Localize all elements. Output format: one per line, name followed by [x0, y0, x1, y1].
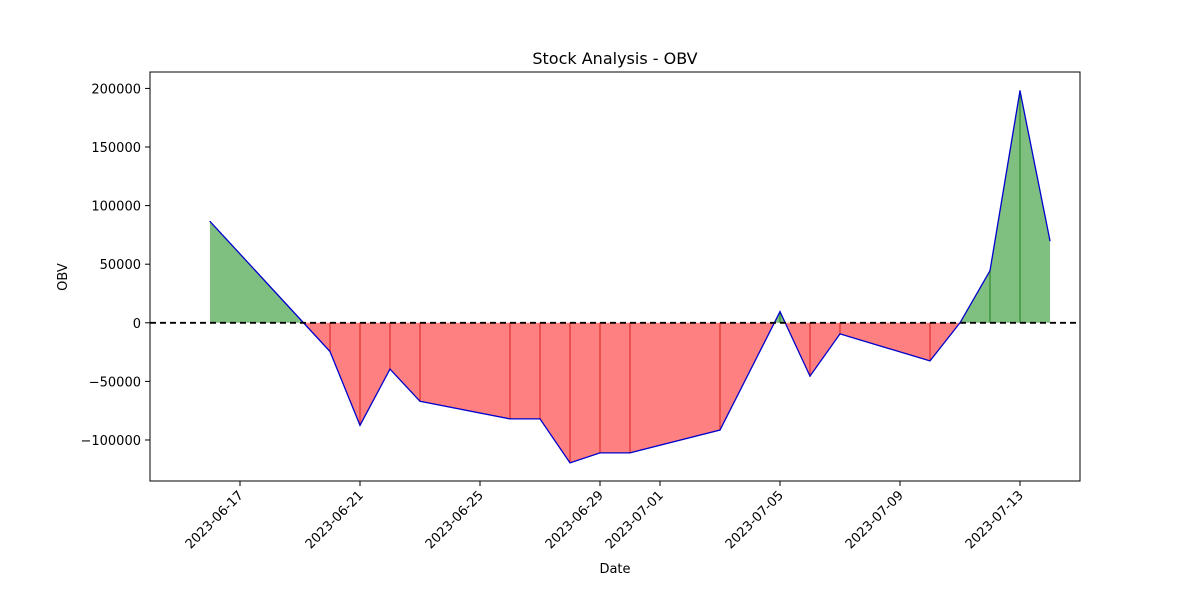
positive-fill-area	[1020, 90, 1050, 323]
y-axis: −100000 −50000 0 50000 100000 150000 200000	[80, 82, 150, 449]
data-points	[209, 90, 1051, 464]
x-axis: 2023-06-17 2023-06-21 2023-06-25 2023-06-29…	[183, 481, 1027, 552]
negative-fill-area	[810, 322, 840, 377]
data-point	[599, 452, 601, 454]
x-tick-label: 2023-06-29	[543, 488, 607, 552]
data-point	[779, 311, 781, 313]
x-tick-label: 2023-07-05	[723, 488, 787, 552]
negative-fill-area	[420, 322, 510, 419]
data-point	[359, 424, 361, 426]
x-tick-label: 2023-06-17	[183, 488, 247, 552]
data-point	[839, 333, 841, 335]
negative-fill-area	[330, 322, 360, 426]
x-tick-label: 2023-07-09	[843, 488, 907, 552]
negative-fill-area	[570, 322, 600, 463]
x-tick-label: 2023-07-01	[603, 488, 667, 552]
data-point	[209, 220, 211, 223]
negative-fill-area	[390, 322, 420, 402]
y-tick-label: 150000	[91, 141, 141, 156]
y-tick-label: 100000	[91, 200, 141, 215]
negative-fill-area	[360, 322, 390, 426]
plot-frame	[149, 71, 1081, 482]
data-point	[719, 429, 721, 431]
negative-fill-area	[540, 322, 570, 463]
data-point	[389, 368, 391, 370]
negative-fill-area	[600, 322, 630, 453]
data-point	[959, 322, 961, 324]
y-tick-label: −50000	[89, 375, 141, 390]
x-tick-label: 2023-06-25	[423, 488, 487, 552]
chart-title: Stock Analysis - OBV	[532, 49, 697, 68]
negative-fill-area	[840, 322, 930, 361]
x-tick-label: 2023-06-21	[303, 488, 367, 552]
y-tick-label: −100000	[80, 434, 141, 449]
data-point	[329, 350, 331, 353]
y-tick-label: 200000	[91, 82, 141, 97]
data-point	[539, 418, 541, 420]
y-tick-label: 50000	[100, 258, 141, 273]
x-axis-label: Date	[599, 562, 630, 577]
negative-fill-area	[630, 322, 720, 453]
fill-edges	[329, 90, 1021, 463]
negative-fill-area	[510, 322, 540, 419]
data-point	[509, 418, 511, 420]
y-tick-label: 0	[133, 317, 141, 332]
data-point	[989, 270, 991, 272]
x-tick-label: 2023-07-13	[963, 488, 1027, 552]
data-point	[929, 360, 931, 362]
data-point	[809, 375, 811, 377]
data-point	[569, 462, 571, 464]
data-point	[629, 452, 631, 454]
y-axis-label: OBV	[56, 263, 71, 291]
data-point	[419, 400, 421, 402]
positive-fill-area	[990, 90, 1020, 323]
data-point	[1049, 240, 1051, 242]
data-point	[1019, 90, 1021, 92]
